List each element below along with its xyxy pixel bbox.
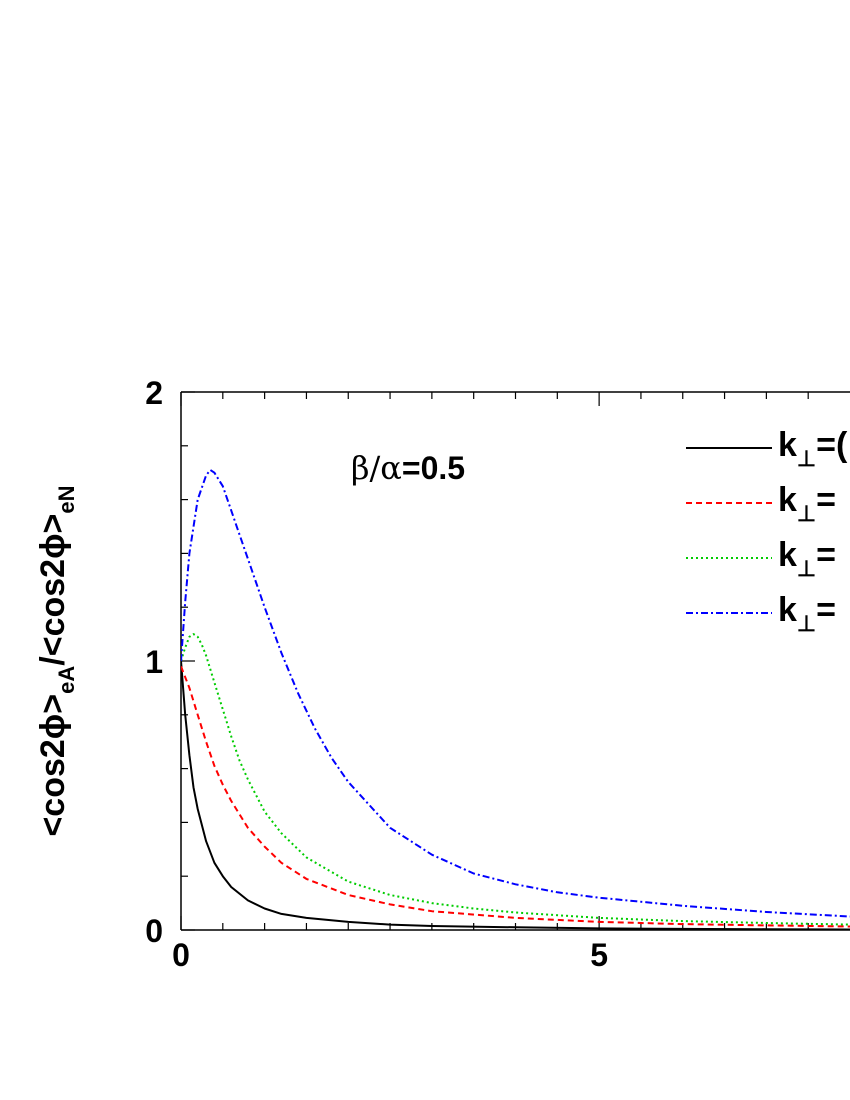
parameter-annotation-greek: β/α	[351, 449, 402, 487]
y-tick-label: 1	[145, 644, 163, 680]
legend-label-sub: ⊥	[797, 501, 816, 526]
y-axis-label: <cos2ϕ>eA/<cos2ϕ>eN	[34, 485, 79, 836]
legend-label-suffix: =	[816, 536, 836, 574]
legend-label-3: k⊥=	[778, 536, 836, 581]
y-tick-label: 2	[145, 375, 163, 411]
legend: k⊥=(k⊥=k⊥=k⊥=	[686, 426, 848, 636]
x-tick-label: 0	[172, 937, 190, 973]
legend-label-suffix: =	[816, 481, 836, 519]
legend-label-4: k⊥=	[778, 591, 836, 636]
legend-label-main: k	[778, 481, 797, 519]
legend-label-main: k	[778, 591, 797, 629]
series-line-1	[181, 660, 850, 930]
legend-label-2: k⊥=	[778, 481, 836, 526]
parameter-annotation-value: =0.5	[402, 450, 465, 486]
tick-labels: 0 5 0 1 2	[145, 375, 608, 973]
y-axis-label-part1: <cos2ϕ>	[34, 694, 72, 837]
legend-label-main: k	[778, 426, 797, 464]
y-tick-label: 0	[145, 913, 163, 949]
y-axis-label-sub2: eN	[54, 485, 79, 513]
x-tick-label: 5	[590, 937, 608, 973]
series-line-3	[181, 633, 850, 926]
series-lines	[181, 469, 850, 930]
parameter-annotation: β/α=0.5	[351, 449, 465, 487]
axis-ticks	[180, 391, 809, 931]
y-axis-label-part2: /<cos2ϕ>	[34, 514, 72, 666]
legend-label-sub: ⊥	[797, 611, 816, 636]
legend-label-1: k⊥=(	[778, 426, 848, 471]
legend-label-sub: ⊥	[797, 556, 816, 581]
legend-label-suffix: =(	[816, 426, 848, 464]
legend-label-main: k	[778, 536, 797, 574]
y-axis-label-sub1: eA	[54, 666, 79, 694]
series-line-2	[181, 666, 850, 928]
legend-label-suffix: =	[816, 591, 836, 629]
legend-label-sub: ⊥	[797, 446, 816, 471]
series-line-4	[181, 469, 850, 918]
